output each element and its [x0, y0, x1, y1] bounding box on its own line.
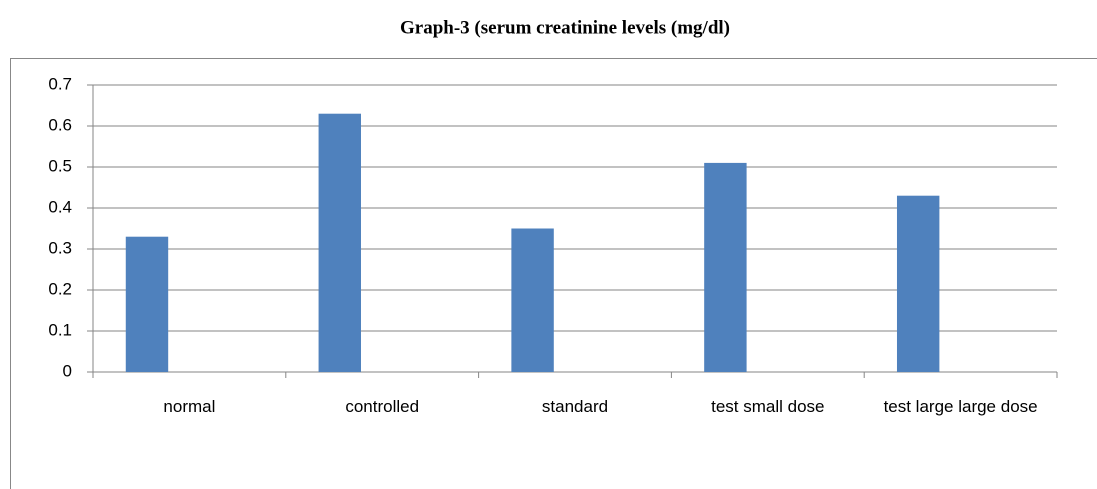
y-tick-label: 0.7	[48, 74, 72, 93]
y-tick-label: 0.6	[48, 115, 72, 134]
x-tick-label: standard	[541, 397, 609, 416]
y-tick-label: 0.4	[48, 197, 72, 216]
x-tick-label: test small dose	[711, 397, 825, 416]
y-tick-label: 0.5	[48, 156, 72, 175]
x-tick-label: normal	[163, 397, 216, 416]
bar	[318, 113, 361, 372]
y-tick-label: 0.1	[48, 320, 72, 339]
bar	[896, 195, 940, 372]
y-tick-label: 0.3	[48, 238, 72, 257]
y-tick-label: 0.2	[48, 279, 72, 298]
x-tick-label: test large large dose	[883, 397, 1038, 416]
bar	[704, 162, 747, 372]
chart-title: Graph-3 (serum creatinine levels (mg/dl)	[400, 17, 730, 38]
bar	[511, 228, 554, 372]
y-tick-label: 0	[63, 361, 72, 380]
bar	[125, 236, 169, 372]
chart-frame	[10, 58, 1097, 489]
x-tick-label: controlled	[345, 397, 420, 416]
